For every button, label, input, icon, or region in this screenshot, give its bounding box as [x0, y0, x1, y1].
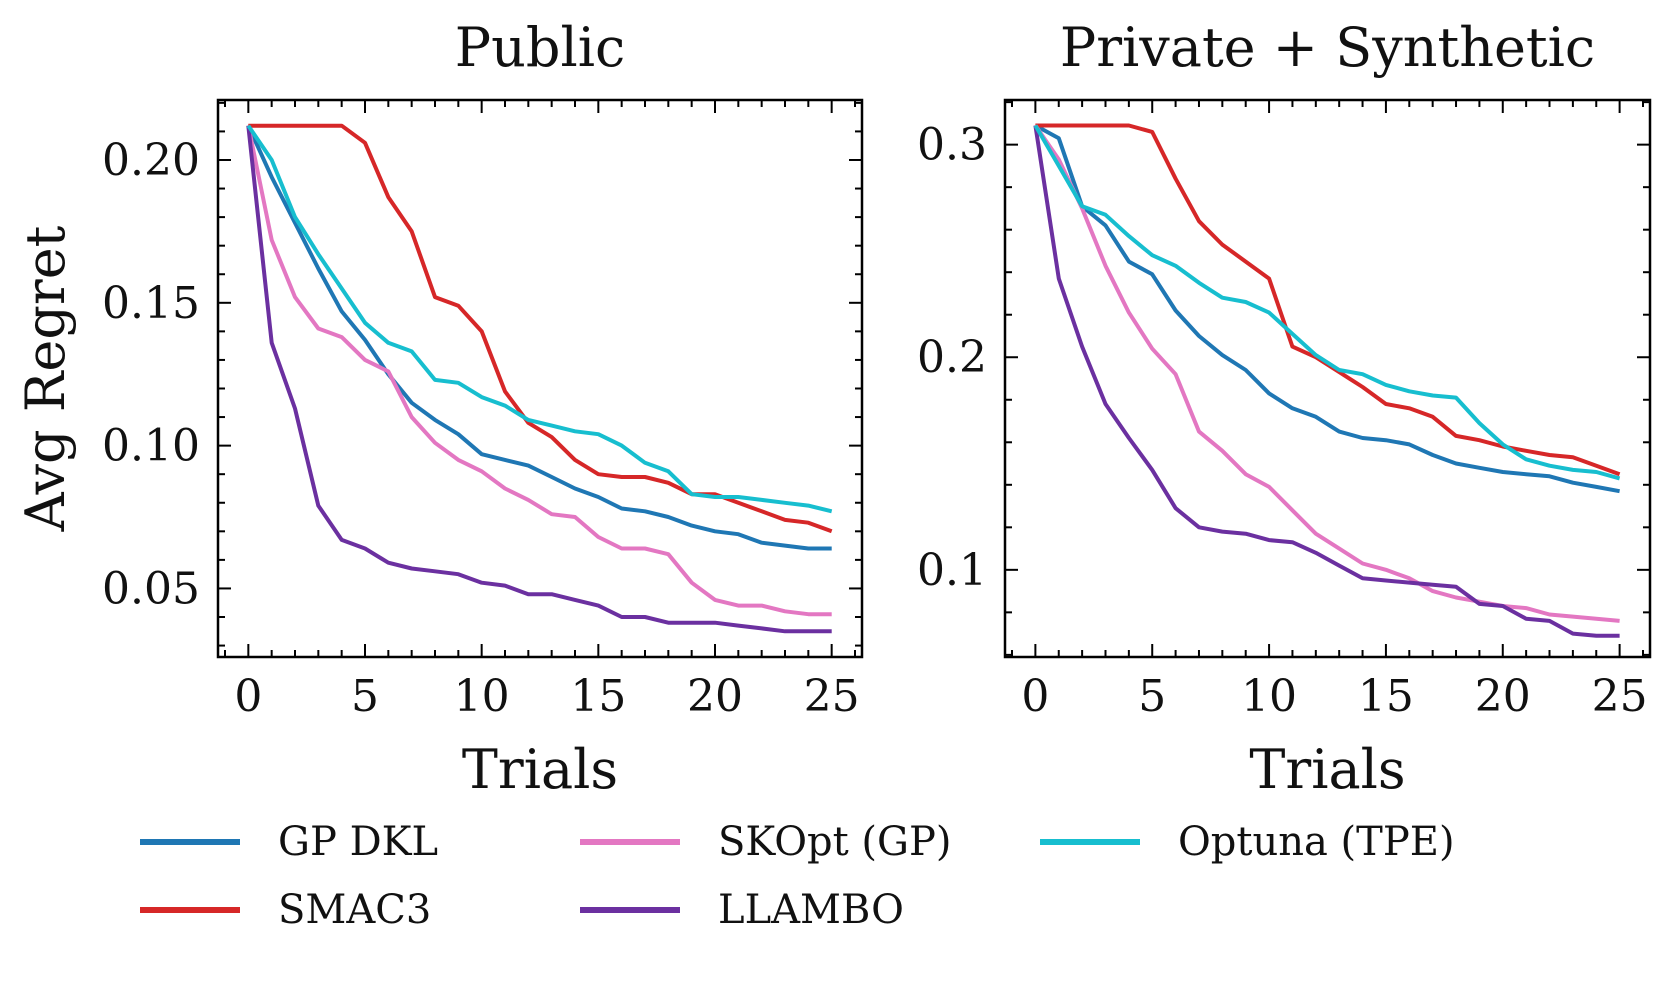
- x-tick-label: 20: [1475, 671, 1531, 722]
- plot-frame-public: [216, 98, 864, 659]
- chart-title-private-synthetic: Private + Synthetic: [1060, 16, 1595, 79]
- series-line-optuna-tpe-private-synthetic: [1033, 124, 1621, 481]
- legend-label-skopt-gp: SKOpt (GP): [718, 819, 952, 865]
- y-tick-label: 0.2: [917, 332, 987, 383]
- x-tick-label: 15: [570, 671, 626, 722]
- x-tick-label: 25: [1592, 671, 1648, 722]
- y-tick-label: 0.15: [102, 278, 200, 329]
- x-tick-label: 0: [1021, 671, 1049, 722]
- x-tick-label: 20: [687, 671, 743, 722]
- legend-item-optuna-tpe: Optuna (TPE): [1040, 812, 1455, 872]
- y-tick-label: 0.1: [917, 545, 987, 596]
- x-tick-label: 0: [234, 671, 262, 722]
- series-line-optuna-tpe-public: [246, 124, 833, 514]
- legend-swatch-smac3: [140, 907, 240, 913]
- x-axis-label-public: Trials: [462, 738, 618, 801]
- x-tick-label: 10: [1241, 671, 1297, 722]
- series-line-llambo-public: [246, 125, 832, 634]
- y-tick-label: 0.05: [102, 563, 200, 614]
- panel-public: 0 5 10 15 20 25 0.05 0.10 0.15 0.20 Public Trials Av…: [14, 16, 864, 801]
- x-tick-label: 10: [454, 671, 510, 722]
- series-line-skopt-gp-private-synthetic: [1033, 124, 1620, 623]
- legend-label-llambo: LLAMBO: [718, 887, 904, 933]
- legend-item-skopt-gp: SKOpt (GP): [580, 812, 951, 872]
- legend-swatch-llambo: [580, 907, 680, 913]
- series-line-smac3-public: [248, 123, 833, 534]
- series-line-gp-dkl-public: [246, 124, 832, 551]
- legend-label-smac3: SMAC3: [278, 887, 432, 933]
- legend: GP DKL SMAC3 SKOpt (GP) LLAMBO Optuna (T…: [140, 810, 1560, 960]
- legend-swatch-gp-dkl: [140, 839, 240, 845]
- series-line-llambo-private-synthetic: [1033, 125, 1620, 638]
- x-tick-label: 15: [1358, 671, 1414, 722]
- legend-item-smac3: SMAC3: [140, 880, 431, 940]
- series-line-gp-dkl-private-synthetic: [1034, 123, 1620, 494]
- legend-swatch-optuna-tpe: [1040, 839, 1140, 845]
- series-line-skopt-gp-public: [246, 125, 832, 617]
- y-axis-label: Avg Regret: [14, 225, 77, 532]
- x-tick-label: 5: [1138, 671, 1166, 722]
- x-tick-label: 5: [351, 671, 379, 722]
- legend-swatch-skopt-gp: [580, 839, 680, 845]
- legend-label-gp-dkl: GP DKL: [278, 819, 439, 865]
- y-tick-label: 0.20: [102, 135, 200, 186]
- x-tick-label: 25: [804, 671, 860, 722]
- y-tick-label: 0.10: [102, 421, 200, 472]
- plot-frame-private-synthetic: [1003, 98, 1652, 659]
- chart-title-public: Public: [455, 16, 625, 79]
- x-axis-label-private-synthetic: Trials: [1249, 738, 1405, 801]
- legend-item-llambo: LLAMBO: [580, 880, 904, 940]
- legend-label-optuna-tpe: Optuna (TPE): [1178, 819, 1455, 865]
- y-tick-label: 0.3: [917, 120, 987, 171]
- panel-private-synthetic: 0 5 10 15 20 25 0.1 0.2 0.3 Private + Synthetic Tr…: [917, 16, 1652, 801]
- legend-item-gp-dkl: GP DKL: [140, 812, 438, 872]
